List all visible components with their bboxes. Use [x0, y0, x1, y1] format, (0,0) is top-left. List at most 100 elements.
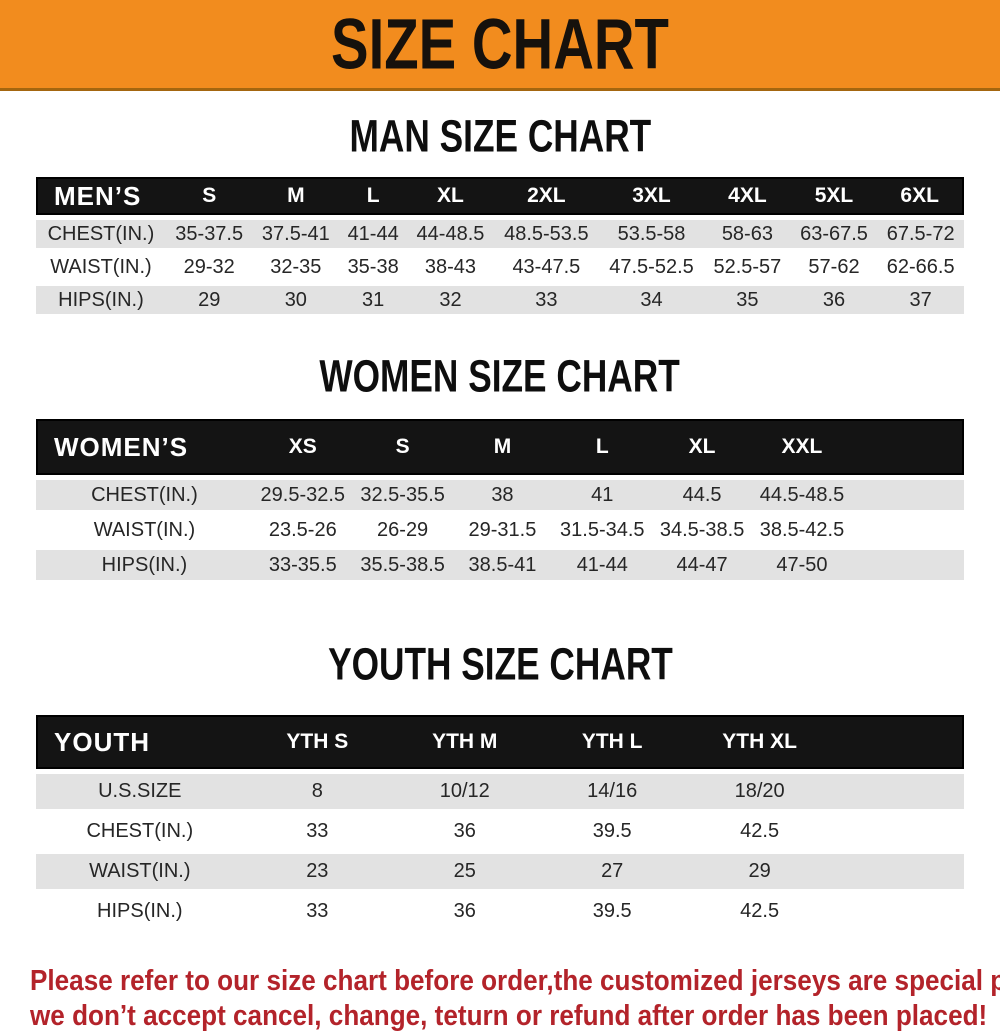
size-value-cell: 47-50	[752, 550, 852, 580]
size-value-cell: 63-67.5	[790, 220, 878, 248]
size-value-cell: 48.5-53.5	[493, 220, 599, 248]
size-chart-banner: SIZE CHART	[0, 0, 1000, 91]
size-value-cell: 27	[538, 854, 686, 889]
size-value-cell: 37.5-41	[252, 220, 340, 248]
spacer-cell	[851, 550, 964, 580]
size-value-cell: 38-43	[407, 253, 494, 281]
size-column-header: M	[452, 419, 553, 475]
youth-size-section: YOUTH SIZE CHART YOUTH YTH S YTH M YTH L YTH…	[0, 639, 1000, 934]
size-value-cell: 29.5-32.5	[252, 480, 353, 510]
row-label: HIPS(IN.)	[36, 286, 166, 314]
size-column-header: YTH S	[243, 715, 392, 769]
order-disclaimer: Please refer to our size chart before or…	[30, 964, 1000, 1034]
size-column-header: XXL	[752, 419, 852, 475]
size-value-cell: 38.5-42.5	[752, 515, 852, 545]
size-value-cell: 8	[243, 774, 392, 809]
size-value-cell: 36	[790, 286, 878, 314]
size-value-cell: 35-38	[339, 253, 408, 281]
women-size-heading: WOMEN SIZE CHART	[0, 350, 1000, 402]
table-group-label: MEN’S	[36, 177, 166, 215]
row-label: HIPS(IN.)	[36, 550, 253, 580]
spacer-cell	[833, 814, 964, 849]
size-value-cell: 38	[452, 480, 553, 510]
size-value-cell: 23	[243, 854, 392, 889]
women-size-section: WOMEN SIZE CHART WOMEN’S XS S M L XL XXL CHEST…	[0, 350, 1000, 585]
row-label: HIPS(IN.)	[36, 894, 244, 929]
measurement-row: CHEST(IN.) 35-37.5 37.5-41 41-44 44-48.5 48.5…	[36, 220, 964, 248]
size-column-header: 2XL	[493, 177, 599, 215]
youth-table-header: YOUTH YTH S YTH M YTH L YTH XL	[36, 715, 964, 769]
size-column-header: XS	[252, 419, 353, 475]
size-value-cell: 26-29	[352, 515, 453, 545]
size-value-cell: 42.5	[685, 814, 834, 849]
size-value-cell: 32.5-35.5	[352, 480, 453, 510]
size-value-cell: 35	[704, 286, 791, 314]
size-value-cell: 31.5-34.5	[552, 515, 653, 545]
size-value-cell: 67.5-72	[877, 220, 964, 248]
size-value-cell: 44-47	[652, 550, 753, 580]
women-size-heading-text: WOMEN SIZE CHART	[319, 350, 681, 402]
women-size-table: WOMEN’S XS S M L XL XXL CHEST(IN.) 29.5-32.5 32.…	[36, 414, 964, 585]
size-value-cell: 47.5-52.5	[598, 253, 705, 281]
size-value-cell: 41	[552, 480, 653, 510]
measurement-row: WAIST(IN.) 23 25 27 29	[36, 854, 964, 889]
man-size-heading: MAN SIZE CHART	[0, 110, 1000, 162]
size-column-header: 6XL	[877, 177, 964, 215]
size-value-cell: 33	[243, 814, 392, 849]
size-value-cell: 34	[598, 286, 705, 314]
size-value-cell: 10/12	[391, 774, 539, 809]
men-size-table: MEN’S S M L XL 2XL 3XL 4XL 5XL 6XL CHEST(IN.) 35-3…	[36, 172, 964, 319]
row-label: CHEST(IN.)	[36, 814, 244, 849]
row-label: WAIST(IN.)	[36, 854, 244, 889]
size-value-cell: 14/16	[538, 774, 686, 809]
women-table-body: CHEST(IN.) 29.5-32.5 32.5-35.5 38 41 44.5 44.5…	[36, 480, 964, 580]
disclaimer-line-1: Please refer to our size chart before or…	[30, 965, 1000, 997]
size-value-cell: 52.5-57	[704, 253, 791, 281]
row-label: CHEST(IN.)	[36, 480, 253, 510]
size-value-cell: 41-44	[552, 550, 653, 580]
table-header-row: MEN’S S M L XL 2XL 3XL 4XL 5XL 6XL	[36, 177, 964, 215]
spacer-cell	[833, 894, 964, 929]
size-value-cell: 18/20	[685, 774, 834, 809]
table-header-row: YOUTH YTH S YTH M YTH L YTH XL	[36, 715, 964, 769]
spacer-cell	[833, 774, 964, 809]
table-group-label: WOMEN’S	[36, 419, 253, 475]
row-label: WAIST(IN.)	[36, 253, 166, 281]
size-column-header: 3XL	[598, 177, 705, 215]
size-value-cell: 33	[493, 286, 599, 314]
size-value-cell: 32	[407, 286, 494, 314]
youth-size-heading: YOUTH SIZE CHART	[0, 639, 1000, 690]
size-column-header: YTH L	[538, 715, 686, 769]
size-value-cell: 29-32	[165, 253, 253, 281]
size-column-header: L	[552, 419, 653, 475]
size-value-cell: 29	[685, 854, 834, 889]
table-header-row: WOMEN’S XS S M L XL XXL	[36, 419, 964, 475]
men-table-body: CHEST(IN.) 35-37.5 37.5-41 41-44 44-48.5 48.5…	[36, 220, 964, 314]
size-column-header: XL	[652, 419, 753, 475]
size-column-header: YTH XL	[685, 715, 834, 769]
size-value-cell: 39.5	[538, 814, 686, 849]
size-chart-title: SIZE CHART	[331, 3, 669, 85]
size-value-cell: 43-47.5	[493, 253, 599, 281]
youth-table-body: U.S.SIZE 8 10/12 14/16 18/20 CHEST(IN.) 33 36 39…	[36, 774, 964, 929]
size-value-cell: 53.5-58	[598, 220, 705, 248]
measurement-row: HIPS(IN.) 33-35.5 35.5-38.5 38.5-41 41-44 44-…	[36, 550, 964, 580]
size-value-cell: 36	[391, 894, 539, 929]
size-value-cell: 33	[243, 894, 392, 929]
measurement-row: HIPS(IN.) 29 30 31 32 33 34 35 36 37	[36, 286, 964, 314]
size-value-cell: 38.5-41	[452, 550, 553, 580]
size-value-cell: 23.5-26	[252, 515, 353, 545]
measurement-row: WAIST(IN.) 23.5-26 26-29 29-31.5 31.5-34.5 34…	[36, 515, 964, 545]
man-size-heading-text: MAN SIZE CHART	[349, 110, 651, 162]
size-column-header: 5XL	[790, 177, 878, 215]
size-value-cell: 35-37.5	[165, 220, 253, 248]
size-column-header: L	[339, 177, 408, 215]
spacer-cell	[833, 854, 964, 889]
size-value-cell: 31	[339, 286, 408, 314]
measurement-row: WAIST(IN.) 29-32 32-35 35-38 38-43 43-47.5 47.…	[36, 253, 964, 281]
size-value-cell: 44-48.5	[407, 220, 494, 248]
spacer-cell	[833, 715, 964, 769]
measurement-row: HIPS(IN.) 33 36 39.5 42.5	[36, 894, 964, 929]
size-value-cell: 44.5	[652, 480, 753, 510]
measurement-row: CHEST(IN.) 33 36 39.5 42.5	[36, 814, 964, 849]
